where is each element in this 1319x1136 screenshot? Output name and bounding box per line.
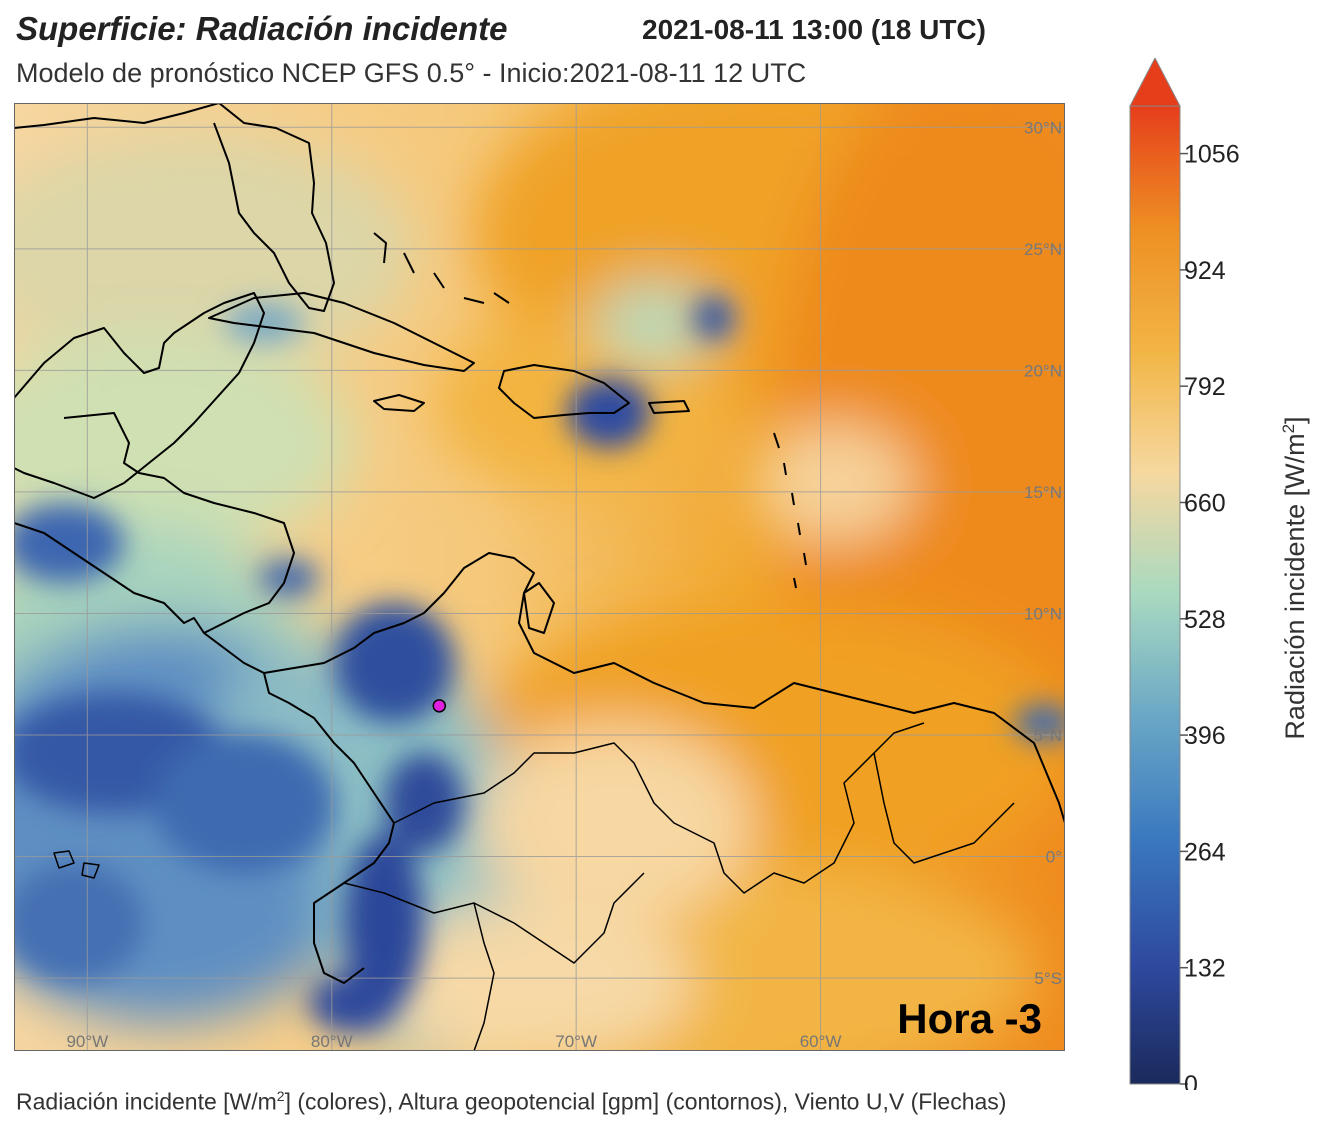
colorbar-tick-label: 0 (1184, 1071, 1198, 1090)
colorbar-arrow (1129, 58, 1181, 107)
colorbar: 0 132 264 396 528 660 792 924 1056 Radiación inc… (1129, 58, 1310, 1090)
graticule (14, 103, 1065, 1051)
lon-tick-label: 70°W (555, 1032, 597, 1051)
lat-tick-label: 0° (1046, 848, 1062, 867)
map-title: Superficie: Radiación incidente (16, 10, 508, 47)
radiation-field (14, 103, 1065, 1051)
lat-tick-label: 15°N (1024, 483, 1062, 502)
forecast-datetime: 2021-08-11 13:00 (18 UTC) (642, 14, 986, 45)
longitude-labels: 90°W 80°W 70°W 60°W (66, 1032, 841, 1051)
colorbar-tick-label: 660 (1184, 489, 1226, 517)
map-subtitle: Modelo de pronóstico NCEP GFS 0.5° - Ini… (16, 58, 807, 88)
colorbar-tick-label: 528 (1184, 606, 1226, 634)
lat-tick-label: 10°N (1024, 604, 1062, 623)
map-footer: Radiación incidente [W/m2] (colores), Al… (16, 1088, 1007, 1115)
weather-map: 30°N 25°N 20°N 15°N 10°N 5°N 0° 5°S 90°W 80°W 70°… (14, 103, 1065, 1051)
location-marker (432, 699, 447, 713)
hour-label: Hora -3 (897, 995, 1042, 1042)
lon-tick-label: 90°W (66, 1032, 108, 1051)
colorbar-tick-label: 1056 (1184, 141, 1240, 169)
colorbar-tick-label: 132 (1184, 955, 1226, 983)
latitude-labels: 30°N 25°N 20°N 15°N 10°N 5°N 0° 5°S (1024, 118, 1062, 988)
lon-tick-label: 80°W (311, 1032, 353, 1051)
colorbar-bar (1129, 105, 1181, 1085)
lat-tick-label: 25°N (1024, 240, 1062, 259)
lon-tick-label: 60°W (800, 1032, 842, 1051)
colorbar-tick-label: 396 (1184, 722, 1226, 750)
colorbar-tick-label: 264 (1184, 838, 1226, 866)
colorbar-tick-label: 924 (1184, 257, 1226, 285)
lat-tick-label: 5°S (1034, 969, 1062, 988)
colorbar-ticks: 0 132 264 396 528 660 792 924 1056 (1180, 141, 1240, 1090)
lat-tick-label: 30°N (1024, 118, 1062, 137)
lat-tick-label: 20°N (1024, 361, 1062, 380)
coastlines (14, 103, 1065, 1051)
colorbar-label: Radiación incidente [W/m2] (1279, 416, 1310, 739)
colorbar-tick-label: 792 (1184, 373, 1226, 401)
lat-tick-label: 5°N (1033, 726, 1062, 745)
